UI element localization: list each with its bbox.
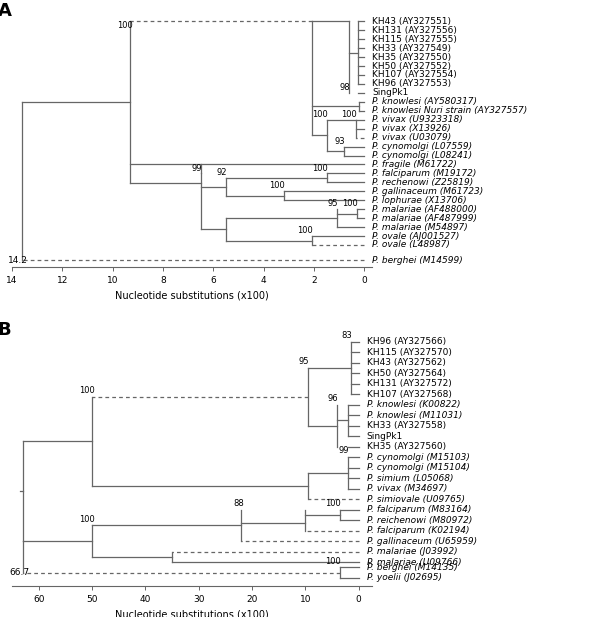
Text: P. reichenowi (M80972): P. reichenowi (M80972) — [367, 516, 472, 524]
Text: 83: 83 — [341, 331, 352, 340]
Text: 100: 100 — [312, 164, 328, 173]
Text: 100: 100 — [79, 515, 95, 524]
Text: P. berghei (M14599): P. berghei (M14599) — [372, 255, 463, 265]
Text: 99: 99 — [338, 447, 349, 455]
Text: 96: 96 — [328, 394, 338, 403]
Text: P. knowlesi (AY580317): P. knowlesi (AY580317) — [372, 97, 477, 106]
Text: KH43 (AY327562): KH43 (AY327562) — [367, 358, 446, 367]
Text: 66.7: 66.7 — [10, 568, 29, 577]
Text: 100: 100 — [325, 557, 341, 566]
Text: 100: 100 — [343, 199, 358, 209]
Text: KH43 (AY327551): KH43 (AY327551) — [372, 17, 451, 26]
Text: KH107 (AY327568): KH107 (AY327568) — [367, 389, 452, 399]
Text: 100: 100 — [297, 226, 313, 235]
Text: P. knowlesi Nuri strain (AY327557): P. knowlesi Nuri strain (AY327557) — [372, 106, 527, 115]
Text: 95: 95 — [299, 357, 309, 366]
Text: P. vivax (U03079): P. vivax (U03079) — [372, 133, 451, 142]
Text: 99: 99 — [191, 164, 202, 173]
Text: KH50 (AY327564): KH50 (AY327564) — [367, 368, 446, 378]
Text: P. ovale (L48987): P. ovale (L48987) — [372, 241, 450, 249]
Text: 100: 100 — [117, 21, 133, 30]
Text: KH131 (AY327572): KH131 (AY327572) — [367, 379, 451, 388]
Text: P. cynomolgi (M15103): P. cynomolgi (M15103) — [367, 452, 470, 462]
Text: P. knowlesi (M11031): P. knowlesi (M11031) — [367, 410, 462, 420]
Text: P. falciparum (M83164): P. falciparum (M83164) — [367, 505, 471, 514]
Text: KH33 (AY327549): KH33 (AY327549) — [372, 44, 451, 52]
Text: KH115 (AY327570): KH115 (AY327570) — [367, 347, 452, 357]
Text: KH35 (AY327560): KH35 (AY327560) — [367, 442, 446, 451]
Text: A: A — [0, 2, 11, 20]
Text: P. berghei (M14135): P. berghei (M14135) — [367, 563, 457, 572]
Text: 100: 100 — [341, 110, 357, 119]
Text: P. malariae (AF487999): P. malariae (AF487999) — [372, 213, 477, 223]
Text: 93: 93 — [335, 137, 346, 146]
Text: P. falciparum (M19172): P. falciparum (M19172) — [372, 169, 476, 178]
Text: P. simium (L05068): P. simium (L05068) — [367, 474, 453, 482]
Text: P. yoelii (J02695): P. yoelii (J02695) — [367, 573, 442, 582]
Text: KH35 (AY327550): KH35 (AY327550) — [372, 52, 451, 62]
Text: P. malariae (M54897): P. malariae (M54897) — [372, 223, 468, 231]
Text: P. ovale (AJ001527): P. ovale (AJ001527) — [372, 231, 460, 241]
Text: 95: 95 — [328, 199, 338, 209]
Text: P. gallinaceum (U65959): P. gallinaceum (U65959) — [367, 537, 477, 545]
Text: SingPk1: SingPk1 — [372, 88, 408, 97]
Text: P. lophurae (X13706): P. lophurae (X13706) — [372, 196, 467, 205]
Text: P. malariae (J03992): P. malariae (J03992) — [367, 547, 457, 556]
X-axis label: Nucleotide substitutions (x100): Nucleotide substitutions (x100) — [115, 291, 269, 301]
Text: P. falciparum (K02194): P. falciparum (K02194) — [367, 526, 469, 535]
Text: 100: 100 — [79, 386, 95, 395]
Text: 100: 100 — [312, 110, 328, 119]
Text: SingPk1: SingPk1 — [367, 431, 403, 441]
Text: P. malariae (AF488000): P. malariae (AF488000) — [372, 205, 477, 213]
Text: 88: 88 — [233, 499, 244, 508]
Text: KH50 (AY327552): KH50 (AY327552) — [372, 62, 451, 70]
Text: 100: 100 — [325, 499, 341, 508]
Text: KH115 (AY327555): KH115 (AY327555) — [372, 35, 457, 44]
Text: B: B — [0, 321, 11, 339]
Text: P. knowlesi (K00822): P. knowlesi (K00822) — [367, 400, 460, 409]
Text: KH33 (AY327558): KH33 (AY327558) — [367, 421, 446, 430]
Text: KH107 (AY327554): KH107 (AY327554) — [372, 70, 457, 80]
Text: P. vivax (M34697): P. vivax (M34697) — [367, 484, 447, 493]
Text: P. simiovale (U09765): P. simiovale (U09765) — [367, 495, 464, 503]
Text: 14.2: 14.2 — [8, 255, 28, 265]
Text: P. vivax (X13926): P. vivax (X13926) — [372, 124, 451, 133]
Text: P. cynomolgi (L07559): P. cynomolgi (L07559) — [372, 142, 472, 151]
X-axis label: Nucleotide substitutions (x100): Nucleotide substitutions (x100) — [115, 610, 269, 617]
Text: P. cynomolgi (L08241): P. cynomolgi (L08241) — [372, 151, 472, 160]
Text: P. cynomolgi (M15104): P. cynomolgi (M15104) — [367, 463, 470, 472]
Text: P. rechenowi (Z25819): P. rechenowi (Z25819) — [372, 178, 473, 187]
Text: P. vivax (U9323318): P. vivax (U9323318) — [372, 115, 463, 124]
Text: P. fragile (M61722): P. fragile (M61722) — [372, 160, 457, 169]
Text: 100: 100 — [269, 181, 285, 191]
Text: KH131 (AY327556): KH131 (AY327556) — [372, 26, 457, 35]
Text: P. gallinaceum (M61723): P. gallinaceum (M61723) — [372, 187, 483, 196]
Text: 92: 92 — [217, 168, 227, 177]
Text: KH96 (AY327553): KH96 (AY327553) — [372, 80, 451, 88]
Text: P. malariae (U09766): P. malariae (U09766) — [367, 558, 461, 566]
Text: KH96 (AY327566): KH96 (AY327566) — [367, 337, 446, 346]
Text: 98: 98 — [340, 83, 350, 92]
